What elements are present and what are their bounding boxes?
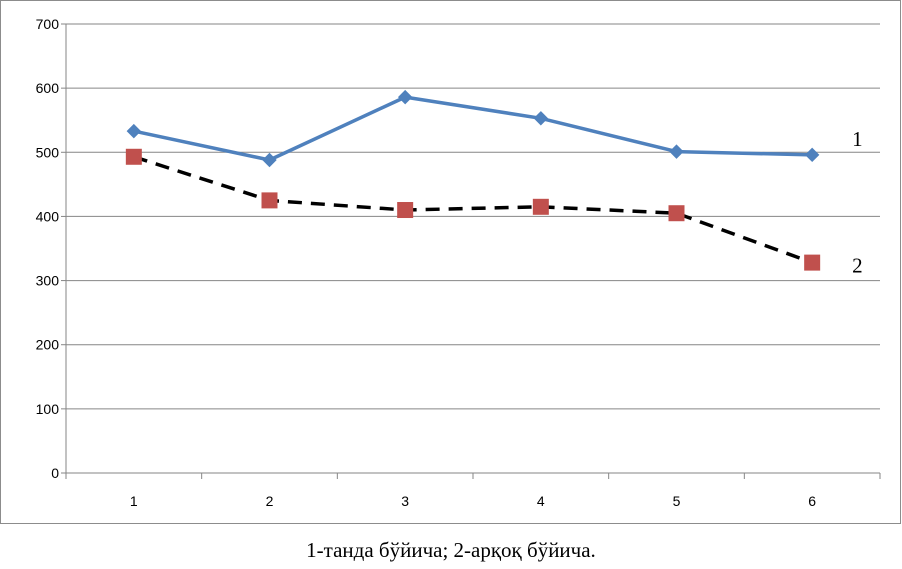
y-tick-label: 0 [51, 465, 59, 481]
x-tick-label: 6 [808, 493, 816, 509]
series-1-point [126, 123, 142, 139]
y-tick-label: 600 [36, 80, 60, 96]
series-2-point [397, 202, 414, 219]
y-tick-label: 200 [36, 337, 60, 353]
y-tick-label: 100 [36, 401, 60, 417]
series-1-point [804, 147, 820, 163]
series-1-line [133, 95, 813, 162]
series-1-point [533, 111, 549, 126]
y-tick-label: 500 [36, 144, 60, 160]
x-tick-label: 2 [266, 493, 274, 509]
x-tick-label: 1 [130, 493, 138, 509]
series-2-point [804, 254, 821, 271]
x-tick-label: 3 [401, 493, 409, 509]
series-2-point [125, 148, 142, 165]
series-1-label: 1 [852, 127, 863, 151]
series-2-point [532, 198, 549, 215]
y-tick-label: 300 [36, 273, 60, 289]
y-tick-label: 700 [36, 16, 60, 32]
series-1-point [262, 152, 277, 168]
series-2-label: 2 [852, 254, 863, 278]
x-tick-label: 4 [537, 493, 545, 509]
chart-caption: 1-танда бўйича; 2-арқоқ бўйича. [306, 538, 596, 562]
chart-frame: 0 100 200 300 400 500 600 700 1 2 3 4 5 6 1 2 [0, 0, 901, 524]
x-tick-label: 5 [673, 493, 681, 509]
series-2-line [133, 155, 813, 265]
series-1-point [669, 144, 684, 159]
line-chart: 0 100 200 300 400 500 600 700 1 2 3 4 5 6 1 2 [36, 16, 881, 509]
y-tick-label: 400 [36, 208, 60, 224]
series-2-point [261, 192, 278, 209]
series-1-point [397, 89, 413, 105]
series-2-point [668, 205, 685, 222]
